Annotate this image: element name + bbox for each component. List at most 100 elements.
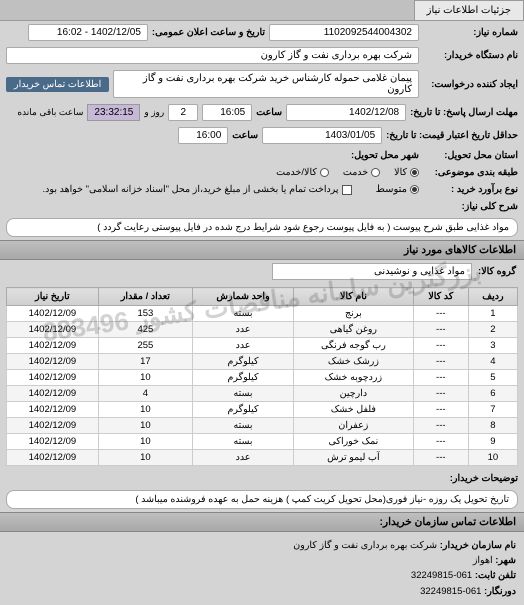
table-cell: کیلوگرم [193,354,294,370]
need-title-value: مواد غذایی طبق شرح پیوست ( به فایل پیوست… [6,218,518,237]
table-cell: فلفل خشک [294,402,414,418]
pay-opt-medium[interactable]: متوسط [376,184,419,195]
table-cell: 1402/12/09 [7,370,99,386]
table-row: 8---زعفرانبسته101402/12/09 [7,418,518,434]
city-label: شهر محل تحویل: [339,150,419,161]
creator-label: ایجاد کننده درخواست: [423,79,518,90]
table-row: 7---فلفل خشککیلوگرم101402/12/09 [7,402,518,418]
checkbox-icon [342,185,352,195]
budget-radio-group: کالا خدمت کالا/خدمت [276,167,419,178]
table-row: 10---آب لیمو ترشعدد101402/12/09 [7,450,518,466]
buyer-contact-button[interactable]: اطلاعات تماس خریدار [6,77,109,92]
table-cell: --- [413,322,468,338]
pay-check1-label: پرداخت تمام یا بخشی از مبلغ خرید،از محل … [43,184,339,195]
table-cell: 425 [98,322,192,338]
table-header: تاریخ نیاز [7,288,99,306]
table-cell: 10 [468,450,517,466]
budget-opt1-label: کالا [394,167,407,178]
table-cell: 1402/12/09 [7,322,99,338]
table-cell: 4 [98,386,192,402]
table-row: 3---رب گوجه فرنگیعدد2551402/12/09 [7,338,518,354]
announce-value: 1402/12/05 - 16:02 [28,24,148,41]
buyer-label: نام دستگاه خریدار: [423,50,518,61]
table-cell: زعفران [294,418,414,434]
table-cell: کیلوگرم [193,402,294,418]
table-cell: بسته [193,386,294,402]
remaining-text: ساعت باقی مانده [17,107,83,118]
table-row: 9---نمک خوراکیبسته101402/12/09 [7,434,518,450]
table-cell: 10 [98,418,192,434]
tab-need-details[interactable]: جزئیات اطلاعات نیاز [414,0,524,20]
buyer-note-value: تاریخ تحویل یک روزه -نیاز فوری(محل تحویل… [6,490,518,509]
table-cell: 9 [468,434,517,450]
days-word: روز و [144,107,164,118]
table-cell: زردچوبه خشک [294,370,414,386]
table-cell: بسته [193,306,294,322]
table-cell: --- [413,306,468,322]
table-cell: عدد [193,322,294,338]
table-cell: عدد [193,450,294,466]
table-cell: 7 [468,402,517,418]
table-cell: 1402/12/09 [7,354,99,370]
table-cell: --- [413,434,468,450]
table-cell: 1402/12/09 [7,338,99,354]
table-cell: 4 [468,354,517,370]
days-left: 2 [168,104,198,121]
table-cell: کیلوگرم [193,370,294,386]
table-cell: بسته [193,418,294,434]
table-cell: دارچین [294,386,414,402]
table-row: 5---زردچوبه خشککیلوگرم101402/12/09 [7,370,518,386]
fax-value: 061-32249815 [420,586,481,597]
pay-opt1-label: متوسط [376,184,407,195]
table-cell: 153 [98,306,192,322]
budget-label: طبقه بندی موضوعی: [423,167,518,178]
contact-section-header: اطلاعات تماس سازمان خریدار: [0,512,524,532]
budget-opt-service[interactable]: خدمت [343,167,380,178]
table-cell: آب لیمو ترش [294,450,414,466]
table-cell: 6 [468,386,517,402]
table-cell: 5 [468,370,517,386]
table-cell: --- [413,386,468,402]
state-label: استان محل تحویل: [423,150,518,161]
table-cell: 255 [98,338,192,354]
validity-date: 1403/01/05 [262,127,382,144]
deadline-send-time: 16:05 [202,104,252,121]
table-cell: 10 [98,434,192,450]
table-cell: 17 [98,354,192,370]
table-cell: 1402/12/09 [7,386,99,402]
table-cell: 1402/12/09 [7,450,99,466]
table-cell: 1402/12/09 [7,402,99,418]
budget-opt-both[interactable]: کالا/خدمت [276,167,329,178]
radio-checked-icon [410,185,419,194]
table-cell: 10 [98,450,192,466]
table-cell: --- [413,402,468,418]
table-header: تعداد / مقدار [98,288,192,306]
group-value: مواد غذایی و نوشیدنی [272,263,472,280]
validity-label: حداقل تاریخ اعتبار قیمت: تا تاریخ: [386,130,518,141]
treasury-check[interactable]: پرداخت تمام یا بخشی از مبلغ خرید،از محل … [43,184,352,195]
table-cell: 1402/12/09 [7,434,99,450]
table-cell: برنج [294,306,414,322]
table-row: 2---روغن گیاهیعدد4251402/12/09 [7,322,518,338]
table-cell: 2 [468,322,517,338]
table-header: نام کالا [294,288,414,306]
items-section-header: اطلاعات کالاهای مورد نیاز [0,240,524,260]
table-header: واحد شمارش [193,288,294,306]
deadline-send-label: مهلت ارسال پاسخ: تا تاریخ: [410,107,518,118]
contact-section: نام سازمان خریدار: شرکت بهره برداری نفت … [0,532,524,605]
req-no-value: 1102092544004302 [269,24,419,41]
table-cell: 1 [468,306,517,322]
announce-label: تاریخ و ساعت اعلان عمومی: [152,27,265,38]
table-cell: نمک خوراکی [294,434,414,450]
table-row: 6---دارچینبسته41402/12/09 [7,386,518,402]
table-cell: 1402/12/09 [7,418,99,434]
creator-value: پیمان غلامی حموله کارشناس خرید شرکت بهره… [113,70,419,98]
time-label-1: ساعت [256,107,282,118]
budget-opt-goods[interactable]: کالا [394,167,419,178]
buyer-note-label: توضیحات خریدار: [423,473,518,484]
table-cell: روغن گیاهی [294,322,414,338]
table-cell: 3 [468,338,517,354]
table-cell: --- [413,354,468,370]
table-cell: 8 [468,418,517,434]
table-cell: --- [413,418,468,434]
